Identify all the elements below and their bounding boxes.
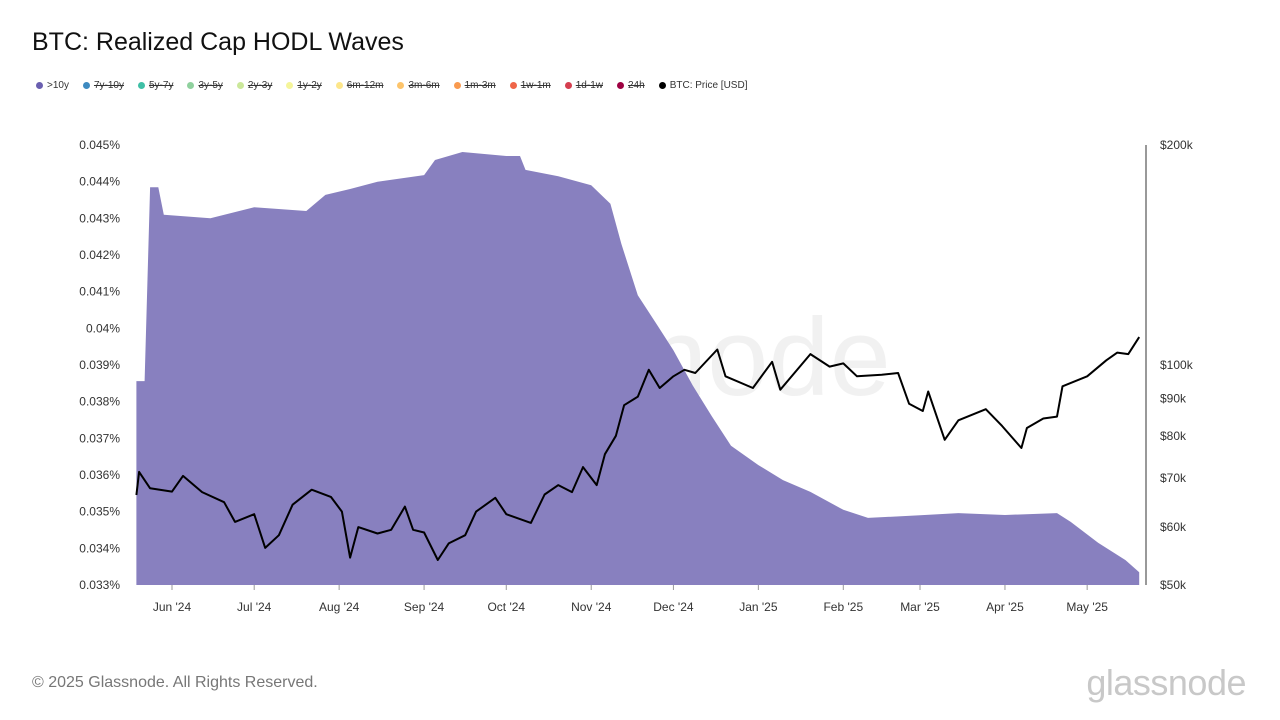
legend-item[interactable]: >10y — [36, 80, 69, 91]
legend-dot-icon — [453, 82, 461, 89]
x-tick-label: Jun '24 — [153, 600, 192, 614]
y-right-tick-label: $70k — [1160, 471, 1187, 485]
y-left-tick-label: 0.04% — [86, 321, 120, 335]
x-tick-label: Jul '24 — [237, 600, 272, 614]
legend-dot-icon — [397, 82, 405, 89]
chart-title: BTC: Realized Cap HODL Waves — [32, 28, 404, 56]
x-tick-label: Apr '25 — [986, 600, 1024, 614]
y-left-tick-label: 0.042% — [79, 248, 120, 262]
hodl-10y-area — [136, 152, 1140, 585]
y-left-tick-label: 0.043% — [79, 211, 120, 225]
legend-dot-icon — [36, 82, 43, 89]
legend-dot-icon — [509, 82, 517, 89]
legend-dot-icon — [236, 82, 244, 89]
glassnode-logo: glassnode — [1086, 662, 1246, 703]
legend-item[interactable]: 1y-2y — [286, 80, 322, 91]
y-left-tick-label: 0.038% — [79, 395, 120, 409]
legend-item[interactable]: 3y-5y — [187, 80, 223, 91]
legend-label: >10y — [47, 80, 69, 91]
y-right-tick-label: $50k — [1160, 578, 1187, 592]
copyright: © 2025 Glassnode. All Rights Reserved. — [32, 674, 318, 691]
x-tick-label: Nov '24 — [571, 600, 612, 614]
legend-dot-icon — [137, 82, 145, 89]
legend-dot-icon — [564, 82, 572, 89]
y-left-tick-label: 0.037% — [79, 431, 120, 445]
axis-ticks: 0.033% 0.034% 0.035% 0.036% 0.037% 0.038% 0.03… — [79, 138, 1193, 614]
area-layer — [136, 152, 1140, 585]
legend-dot-icon — [335, 82, 343, 89]
y-left-tick-label: 0.039% — [79, 358, 120, 372]
legend-label: BTC: Price [USD] — [669, 80, 748, 91]
legend-dot-icon — [286, 82, 294, 89]
legend-item[interactable]: 24h — [617, 80, 645, 91]
price-layer — [135, 336, 1141, 561]
y-left-tick-label: 0.045% — [79, 138, 120, 152]
legend-label: 1d-1w — [575, 80, 603, 91]
y-left-tick-label: 0.035% — [79, 505, 120, 519]
x-tick-label: Sep '24 — [404, 600, 445, 614]
legend-dot-icon — [617, 82, 624, 89]
y-left-tick-label: 0.044% — [79, 175, 120, 189]
x-tick-label: Feb '25 — [823, 600, 863, 614]
legend-dot-icon — [187, 82, 195, 89]
legend-item[interactable]: 1d-1w — [564, 80, 603, 91]
x-tick-label: May '25 — [1066, 600, 1108, 614]
legend-label: 2y-3y — [247, 80, 273, 91]
legend-item[interactable]: 3m-6m — [397, 80, 440, 91]
y-left-tick-label: 0.041% — [79, 285, 120, 299]
legend-item[interactable]: 7y-10y — [82, 80, 124, 91]
x-tick-label: Dec '24 — [653, 600, 694, 614]
legend-item[interactable]: 2y-3y — [236, 80, 273, 91]
legend-item[interactable]: 6m-12m — [335, 80, 384, 91]
legend-item[interactable]: BTC: Price [USD] — [658, 80, 748, 91]
legend-item[interactable]: 1w-1m — [509, 80, 551, 91]
legend-label: 3m-6m — [408, 80, 440, 91]
legend: >10y 7y-10y 5y-7y 3y-5y 2y-3y 1y-2y 6m-12m 3m-6… — [36, 80, 747, 91]
legend-item[interactable]: 1m-3m — [453, 80, 496, 91]
legend-label: 7y-10y — [93, 80, 124, 91]
legend-dot-icon — [82, 82, 90, 89]
legend-label: 5y-7y — [148, 80, 174, 91]
x-tick-label: Oct '24 — [487, 600, 525, 614]
x-tick-label: Jan '25 — [739, 600, 778, 614]
legend-item[interactable]: 5y-7y — [137, 80, 174, 91]
y-left-tick-label: 0.034% — [79, 541, 120, 555]
legend-label: 24h — [628, 80, 645, 91]
legend-label: 3y-5y — [198, 80, 223, 91]
legend-label: 1y-2y — [297, 80, 322, 91]
btc-price-line — [135, 336, 1141, 561]
y-right-tick-label: $80k — [1160, 429, 1187, 443]
y-right-tick-label: $200k — [1160, 138, 1194, 152]
y-left-tick-label: 0.036% — [79, 468, 120, 482]
legend-label: 1w-1m — [520, 80, 551, 91]
x-tick-label: Mar '25 — [900, 600, 940, 614]
legend-label: 1m-3m — [464, 80, 496, 91]
y-left-tick-label: 0.033% — [79, 578, 120, 592]
y-right-tick-label: $60k — [1160, 520, 1187, 534]
x-tick-label: Aug '24 — [319, 600, 360, 614]
legend-dot-icon — [658, 82, 666, 89]
y-right-tick-label: $90k — [1160, 391, 1187, 405]
y-right-tick-label: $100k — [1160, 358, 1194, 372]
legend-label: 6m-12m — [346, 80, 384, 91]
